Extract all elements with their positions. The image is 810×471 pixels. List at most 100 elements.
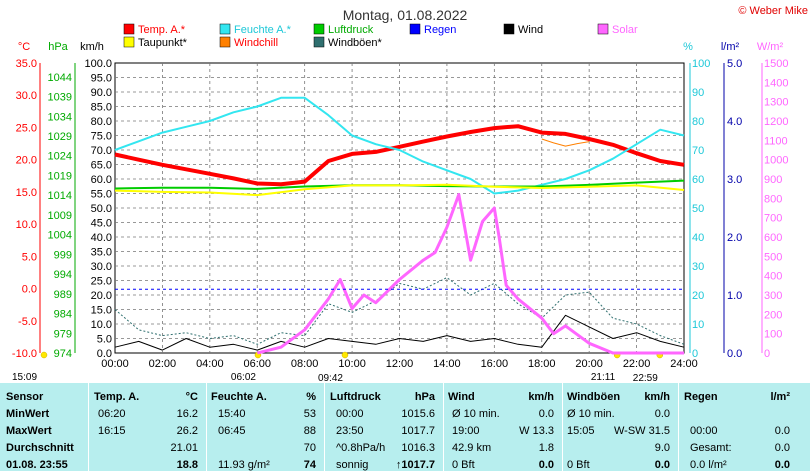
solar-tick-label: 500 xyxy=(764,251,782,263)
wind-tick-label: 60.0 xyxy=(91,174,112,186)
series-taupunkt xyxy=(114,183,685,197)
table-header: °C xyxy=(185,391,198,403)
legend-swatch xyxy=(597,23,609,35)
table-cell: ↑1017.7 xyxy=(395,459,435,471)
pressure-tick-label: 1019 xyxy=(48,170,72,182)
table-cell: 0.0 xyxy=(538,408,554,420)
table-cell: 70 xyxy=(303,442,316,454)
wind-tick-label: 65.0 xyxy=(91,160,112,172)
table-separator xyxy=(88,383,89,471)
table-cell: 26.2 xyxy=(176,425,198,437)
marker-dot xyxy=(341,351,349,359)
table-cell: Ø 10 min. xyxy=(567,408,615,420)
wind-tick-label: 50.0 xyxy=(91,203,112,215)
table-cell: 0.0 xyxy=(774,442,790,454)
rain-tick-label: 2.0 xyxy=(727,232,742,244)
table-cell: 1017.7 xyxy=(401,425,435,437)
temp-unit-label: °C xyxy=(18,41,30,53)
table-cell: 19:00 xyxy=(452,425,480,437)
marker-dot xyxy=(40,351,48,359)
x-tick-label: 08:00 xyxy=(291,358,319,370)
humidity-tick-label: 30 xyxy=(692,261,704,273)
wind-tick-label: 85.0 xyxy=(91,102,112,114)
table-cell: W 13.3 xyxy=(519,425,554,437)
x-tick-label: 04:00 xyxy=(196,358,224,370)
table-row-label: Durchschnitt xyxy=(6,442,74,454)
solar-tick-label: 700 xyxy=(764,213,782,225)
plot-area xyxy=(114,96,685,355)
solar-tick-label: 600 xyxy=(764,232,782,244)
temp-tick-label: 20.0 xyxy=(16,155,37,167)
solar-tick-label: 1500 xyxy=(764,58,788,70)
table-cell: 23:50 xyxy=(336,425,364,437)
humidity-unit-label: % xyxy=(683,41,693,53)
table-header: Windböen xyxy=(567,391,621,403)
legend-label: Regen xyxy=(424,24,456,36)
legend-swatch xyxy=(219,36,231,48)
series-windchill xyxy=(541,138,590,147)
pressure-tick-label: 994 xyxy=(54,269,72,281)
table-cell: 00:00 xyxy=(336,408,364,420)
pressure-tick-label: 1044 xyxy=(48,72,72,84)
wind-tick-label: 55.0 xyxy=(91,189,112,201)
rain-tick-label: 1.0 xyxy=(727,290,742,302)
table-cell: 0.0 l/m² xyxy=(690,459,727,471)
table-cell: 15:05 xyxy=(567,425,595,437)
wind-unit-label: km/h xyxy=(80,41,104,53)
wind-tick-label: 75.0 xyxy=(91,131,112,143)
solar-unit-label: W/m² xyxy=(757,41,784,53)
x-tick-label: 02:00 xyxy=(149,358,177,370)
table-cell: 42.9 km xyxy=(452,442,492,454)
table-header: Temp. A. xyxy=(94,391,140,403)
pressure-tick-label: 1004 xyxy=(48,230,72,242)
legend-swatch xyxy=(409,23,421,35)
table-separator xyxy=(562,383,563,471)
table-cell: 53 xyxy=(303,408,316,420)
table-row-label: 01.08. 23:55 xyxy=(6,459,68,471)
table-header: Feuchte A. xyxy=(211,391,267,403)
series-feuchte-a xyxy=(114,96,685,195)
legend: Temp. A.* Feuchte A.* Luftdruck Regen Wind So… xyxy=(123,23,638,49)
x-tick-label: 20:00 xyxy=(575,358,603,370)
table-header: Regen xyxy=(684,391,718,403)
temp-tick-label: 30.0 xyxy=(16,90,37,102)
table-cell: 16:15 xyxy=(98,425,126,437)
humidity-tick-label: 80 xyxy=(692,116,704,128)
table-header: Sensor xyxy=(6,391,44,403)
table-cell: ^0.8hPa/h xyxy=(336,442,386,454)
x-tick-label: 16:00 xyxy=(481,358,509,370)
table-cell: 0.0 xyxy=(538,459,554,471)
humidity-tick-label: 50 xyxy=(692,203,704,215)
solar-tick-label: 100 xyxy=(764,329,782,341)
pressure-tick-label: 1009 xyxy=(48,210,72,222)
humidity-tick-label: 70 xyxy=(692,145,704,157)
table-cell: 11.93 g/m² xyxy=(218,459,270,471)
table-separator xyxy=(678,383,679,471)
x-tick-label: 10:00 xyxy=(338,358,366,370)
wind-tick-label: 20.0 xyxy=(91,290,112,302)
table-row-label: MinWert xyxy=(6,408,50,420)
pressure-tick-label: 979 xyxy=(54,328,72,340)
solar-tick-label: 800 xyxy=(764,193,782,205)
table-cell: 0 Bft xyxy=(567,459,590,471)
table-separator xyxy=(206,383,207,471)
table-cell: 0.0 xyxy=(774,425,790,437)
chart-title: Montag, 01.08.2022 xyxy=(343,7,468,23)
rain-unit-label: l/m² xyxy=(721,41,740,53)
marker-time-label: 06:02 xyxy=(231,372,256,383)
temp-tick-label: 35.0 xyxy=(16,58,37,70)
solar-tick-label: 300 xyxy=(764,290,782,302)
humidity-tick-label: 60 xyxy=(692,174,704,186)
legend-label: Windböen* xyxy=(328,37,383,49)
x-tick-label: 24:00 xyxy=(670,358,698,370)
table-separator xyxy=(443,383,444,471)
pressure-tick-label: 1039 xyxy=(48,92,72,104)
pressure-tick-label: 1029 xyxy=(48,131,72,143)
temp-tick-label: 0.0 xyxy=(22,284,37,296)
x-tick-label: 06:00 xyxy=(243,358,271,370)
solar-tick-label: 1000 xyxy=(764,155,788,167)
table-cell: Gesamt: xyxy=(690,442,732,454)
temp-tick-label: -10.0 xyxy=(12,348,37,360)
wind-tick-label: 15.0 xyxy=(91,305,112,317)
legend-swatch xyxy=(123,23,135,35)
